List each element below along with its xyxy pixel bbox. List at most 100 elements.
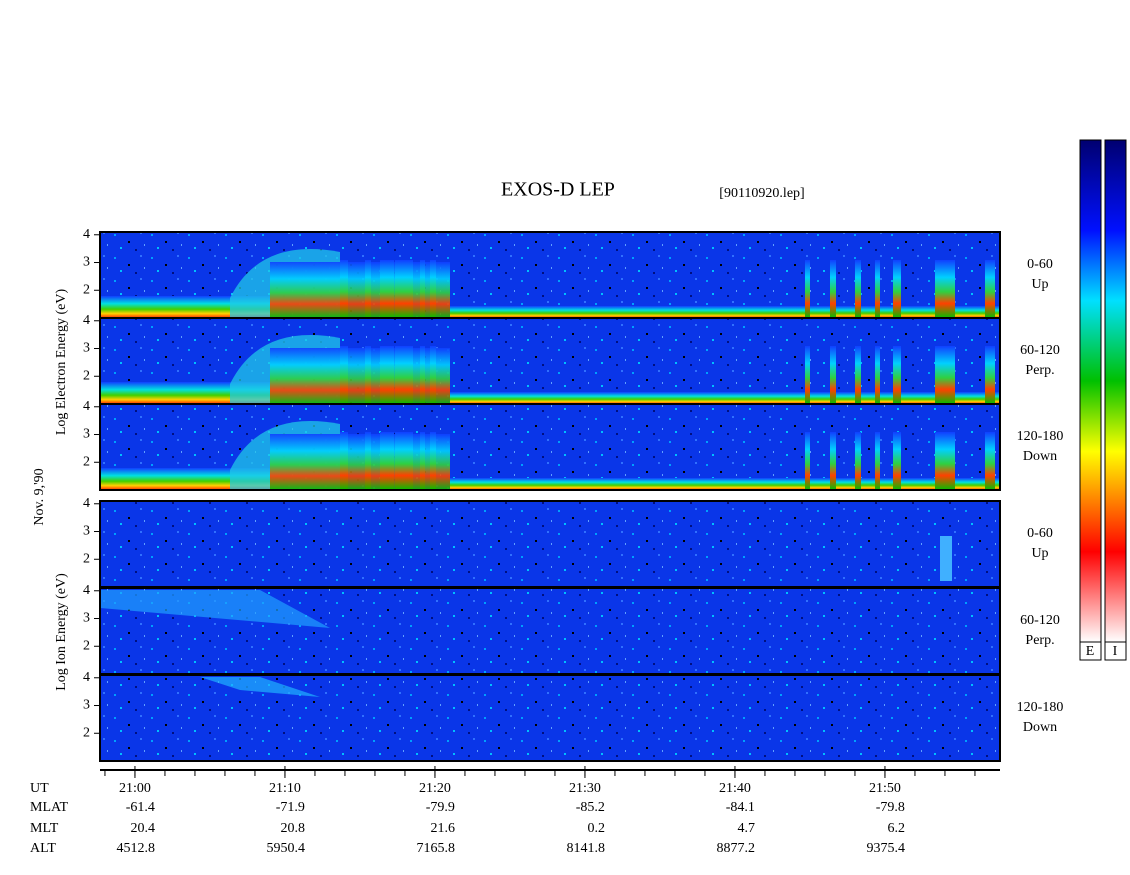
spectrogram-burst bbox=[395, 260, 405, 318]
y-tick-label: 2 bbox=[83, 725, 90, 740]
chart-title: EXOS-D LEP bbox=[501, 179, 615, 201]
spectrogram bbox=[100, 501, 1000, 587]
ephemeris-value: -79.8 bbox=[876, 800, 905, 815]
panel-label: 120-180 bbox=[1017, 429, 1064, 444]
ephemeris-value: -71.9 bbox=[276, 800, 305, 815]
spectrogram-burst bbox=[935, 432, 955, 490]
y-tick-label: 4 bbox=[83, 670, 90, 685]
y-tick-label: 3 bbox=[83, 698, 90, 713]
panel-frame bbox=[99, 674, 1001, 762]
y-tick-label: 2 bbox=[83, 551, 90, 566]
spectrogram-burst bbox=[420, 432, 425, 490]
spectrogram-burst bbox=[985, 432, 995, 490]
ephemeris-value: 9375.4 bbox=[866, 841, 905, 856]
ephemeris-value: 5950.4 bbox=[266, 841, 305, 856]
y-tick-label: 3 bbox=[83, 524, 90, 539]
y-tick-label: 2 bbox=[83, 454, 90, 469]
spectrogram-burst bbox=[893, 260, 901, 318]
colorbar-box bbox=[1104, 641, 1127, 661]
panel-label: Up bbox=[1031, 546, 1048, 561]
x-row-label: UT bbox=[30, 781, 49, 796]
ephemeris-value: -85.2 bbox=[576, 800, 605, 815]
ephemeris-value: 0.2 bbox=[587, 821, 605, 836]
spectrogram-burst bbox=[985, 346, 995, 404]
spectrogram-burst bbox=[893, 432, 901, 490]
spectrogram-burst bbox=[365, 260, 371, 318]
spectrogram-panels: 2 3 4 0-60 Up 2 3 4 60-120 Perp. 2 3 4 120-180 Down 2 3 4… bbox=[83, 227, 1064, 762]
colorbar bbox=[1104, 139, 1127, 643]
y-tick-label: 2 bbox=[83, 282, 90, 297]
y-tick-label: 4 bbox=[83, 496, 90, 511]
y-tick-label: 3 bbox=[83, 255, 90, 270]
spectrogram-burst bbox=[985, 260, 995, 318]
y-tick-label: 2 bbox=[83, 368, 90, 383]
panel-frame bbox=[99, 403, 1001, 491]
spectrogram-burst bbox=[380, 346, 394, 404]
ephemeris-value: 20.8 bbox=[280, 821, 305, 836]
panel-label: 0-60 bbox=[1027, 526, 1053, 541]
spectrogram-band bbox=[450, 478, 1000, 490]
spectrogram-burst bbox=[855, 432, 861, 490]
panel-label: 60-120 bbox=[1020, 613, 1060, 628]
spectrogram-burst bbox=[855, 260, 861, 318]
spectrogram-plume bbox=[100, 590, 330, 628]
electron-y-label: Log Electron Energy (eV) bbox=[54, 289, 69, 436]
spectrogram-burst bbox=[405, 432, 413, 490]
colorbar bbox=[1079, 139, 1102, 643]
spectrogram-burst bbox=[830, 260, 836, 318]
ephemeris-label: MLT bbox=[30, 821, 59, 836]
spectrogram-plume bbox=[200, 677, 320, 697]
spectrogram-burst bbox=[405, 260, 413, 318]
ephemeris-value: 20.4 bbox=[130, 821, 155, 836]
y-tick-label: 4 bbox=[83, 227, 90, 242]
x-tick-label: 21:10 bbox=[269, 781, 301, 796]
ephemeris-value: -61.4 bbox=[126, 800, 155, 815]
spectrogram-burst bbox=[340, 260, 348, 318]
x-tick-label: 21:30 bbox=[569, 781, 601, 796]
spectrogram-burst bbox=[365, 432, 371, 490]
spectrogram-burst bbox=[395, 346, 405, 404]
y-tick-label: 3 bbox=[83, 611, 90, 626]
spectrogram-burst bbox=[340, 346, 348, 404]
panel-label: Down bbox=[1023, 720, 1057, 735]
spectrogram-burst bbox=[340, 432, 348, 490]
panel-label: 0-60 bbox=[1027, 257, 1053, 272]
spectrogram-burst bbox=[875, 260, 880, 318]
spectrogram-burst bbox=[875, 346, 880, 404]
x-tick-label: 21:00 bbox=[119, 781, 151, 796]
file-label: [90110920.lep] bbox=[719, 186, 804, 201]
spectrogram-burst bbox=[380, 432, 394, 490]
spectrogram-burst bbox=[420, 346, 425, 404]
ephemeris-value: 8141.8 bbox=[566, 841, 605, 856]
spectrogram-burst bbox=[805, 260, 810, 318]
colorbar-box bbox=[1079, 641, 1102, 661]
panel-label: Perp. bbox=[1025, 633, 1054, 648]
spectrogram-burst bbox=[380, 260, 394, 318]
colorbar-label: I bbox=[1113, 644, 1118, 659]
y-tick-label: 3 bbox=[83, 341, 90, 356]
spectrogram-burst bbox=[420, 260, 425, 318]
spectrogram-burst bbox=[875, 432, 880, 490]
ephemeris-value: 8877.2 bbox=[716, 841, 755, 856]
spectrogram-burst bbox=[830, 432, 836, 490]
spectrogram-burst bbox=[430, 346, 436, 404]
spectrogram-burst bbox=[805, 432, 810, 490]
date-label: Nov. 9,'90 bbox=[32, 468, 47, 525]
y-tick-label: 3 bbox=[83, 427, 90, 442]
spectrogram-burst bbox=[940, 536, 952, 581]
spectrogram-burst bbox=[405, 346, 413, 404]
ephemeris-label: MLAT bbox=[30, 800, 69, 815]
x-tick-label: 21:20 bbox=[419, 781, 451, 796]
spectrogram-burst bbox=[935, 346, 955, 404]
ephemeris-value: 21.6 bbox=[430, 821, 455, 836]
y-tick-label: 4 bbox=[83, 583, 90, 598]
y-tick-label: 4 bbox=[83, 399, 90, 414]
spectrogram-burst bbox=[830, 346, 836, 404]
spectrogram-burst bbox=[430, 432, 436, 490]
panel-label: Perp. bbox=[1025, 363, 1054, 378]
spectrogram-burst bbox=[395, 432, 405, 490]
ion-y-label: Log Ion Energy (eV) bbox=[54, 573, 69, 691]
x-tick-label: 21:40 bbox=[719, 781, 751, 796]
